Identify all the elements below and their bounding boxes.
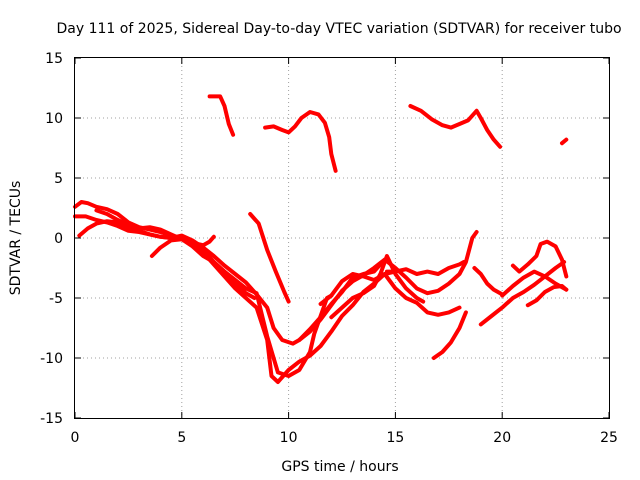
data-series-group (73, 94, 569, 384)
series-arc-5 (149, 237, 334, 378)
series-arc-20 (560, 137, 569, 146)
series-arc-3 (77, 219, 398, 384)
y-tick-label: -5 (49, 291, 63, 307)
y-tick-label: -15 (40, 411, 63, 427)
y-tick-label: 5 (54, 171, 63, 187)
series-arc-11 (329, 254, 426, 320)
x-tick-label: 10 (280, 430, 298, 446)
x-tick-label: 5 (177, 430, 186, 446)
x-tick-label: 0 (71, 430, 80, 446)
x-tick-label: 20 (493, 430, 511, 446)
series-arc-14 (431, 310, 468, 360)
y-tick-label: -10 (40, 351, 63, 367)
series-arc-7 (248, 212, 291, 304)
y-axis-label: SDTVAR / TECUs (8, 181, 24, 296)
y-tick-label: 15 (45, 51, 63, 67)
series-arc-15 (472, 266, 505, 297)
series-arc-18 (510, 239, 569, 279)
series-arc-6 (207, 94, 236, 137)
grid-lines (75, 58, 609, 418)
x-axis-label: GPS time / hours (281, 459, 398, 475)
series-arc-16 (478, 260, 567, 327)
chart-title: Day 111 of 2025, Sidereal Day-to-day VTE… (56, 21, 621, 37)
y-tick-label: 10 (45, 111, 63, 127)
y-tick-label: 0 (54, 231, 63, 247)
series-arc-19 (525, 284, 569, 308)
axis-ticks: 0 5 10 15 20 25 -15 -10 -5 0 5 10 15 (40, 51, 618, 446)
series-arc-10 (318, 272, 462, 317)
x-tick-label: 15 (386, 430, 404, 446)
series-arc-17 (500, 269, 569, 298)
series-arc-9 (297, 230, 479, 342)
plot-frame (74, 57, 610, 419)
x-tick-label: 25 (600, 430, 618, 446)
series-arc-12 (384, 260, 466, 276)
series-arc-4 (94, 208, 216, 248)
series-arc-13 (408, 104, 503, 149)
series-arc-8 (263, 110, 338, 173)
series-arc-1 (73, 200, 257, 300)
